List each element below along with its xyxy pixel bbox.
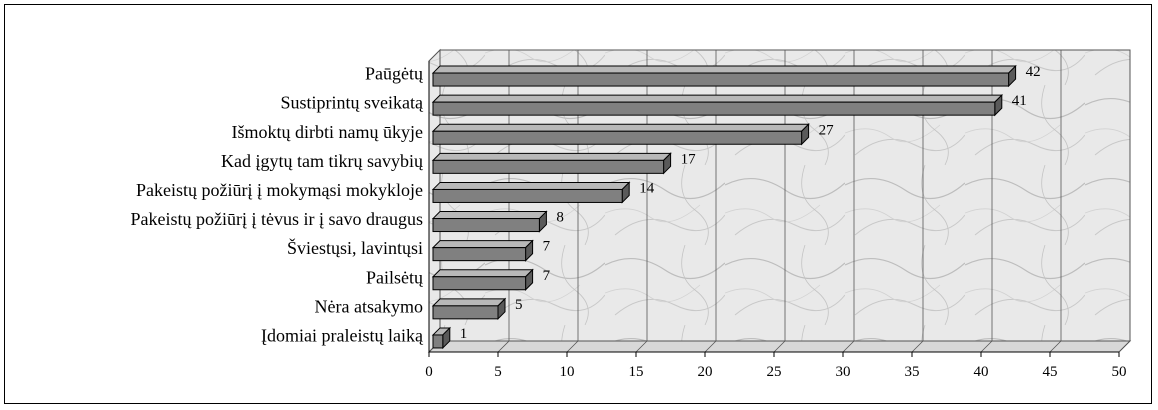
data-label: 41 xyxy=(1012,93,1027,109)
bar-top-face xyxy=(431,65,1017,74)
category-label: Šviestųsi, lavintųsi xyxy=(287,237,423,258)
bar-front-face xyxy=(432,72,1010,87)
bar-front-face xyxy=(432,334,444,349)
x-tick-label: 30 xyxy=(836,364,851,380)
category-label: Išmoktų dirbti namų ūkyje xyxy=(232,122,423,142)
category-label: Įdomiai praleistų laiką xyxy=(261,325,424,345)
bar-front-face xyxy=(432,130,803,145)
bar-top-face xyxy=(431,152,672,161)
floor-gridline xyxy=(704,340,717,353)
bar xyxy=(431,268,534,291)
bar xyxy=(431,64,1017,88)
bar xyxy=(431,181,631,204)
x-tick-label: 50 xyxy=(1112,364,1127,380)
x-tick-label: 35 xyxy=(905,364,920,380)
x-tick-label: 10 xyxy=(560,364,575,380)
bar-front-face xyxy=(432,218,540,233)
category-label: Pailsėtų xyxy=(366,267,424,287)
floor-gridline xyxy=(1118,340,1131,353)
bar-front-face xyxy=(432,101,996,116)
category-label: Pakeistų požiūrį į mokymąsi mokykloje xyxy=(136,180,423,200)
bar-front-face xyxy=(432,305,499,320)
bar xyxy=(431,123,810,146)
data-label: 7 xyxy=(543,268,551,284)
data-label: 8 xyxy=(556,210,564,226)
bar-top-face xyxy=(431,269,534,278)
floor-gridline xyxy=(980,340,993,353)
bar-front-face xyxy=(432,276,527,291)
x-tick-label: 20 xyxy=(698,364,713,380)
x-tick-labels: 0 5 10 15 20 25 30 35 40 45 50 xyxy=(425,364,1126,380)
data-label: 1 xyxy=(460,326,468,342)
category-labels: Paūgėtų Sustiprintų sveikatą Išmoktų dirbt… xyxy=(131,64,424,346)
bar xyxy=(431,93,1004,117)
bar-top-face xyxy=(431,123,810,132)
floor-gridline xyxy=(497,340,510,353)
category-label: Paūgėtų xyxy=(365,64,424,84)
category-label: Pakeistų požiūrį į tėvus ir į savo draug… xyxy=(131,209,423,229)
category-label: Kad įgytų tam tikrų savybių xyxy=(221,151,424,171)
bar xyxy=(431,297,507,321)
floor-gridline xyxy=(635,340,648,353)
floor-gridline xyxy=(566,340,579,353)
bar-front-face xyxy=(432,247,527,262)
data-label: 7 xyxy=(543,239,551,255)
x-tick-label: 45 xyxy=(1043,364,1058,380)
bar xyxy=(431,210,548,233)
bar-top-face xyxy=(431,181,631,190)
chart-frame: 42 41 27 17 14 8 7 7 5 1 Paūgėtų Sustiprintų sveik… xyxy=(4,4,1152,404)
bar-top-face xyxy=(431,240,534,249)
x-tick-label: 15 xyxy=(629,364,644,380)
bar-top-face xyxy=(431,94,1004,103)
bar xyxy=(431,152,672,175)
data-label: 14 xyxy=(639,180,655,196)
x-tick-label: 5 xyxy=(494,364,502,380)
bar-top-face xyxy=(431,211,548,220)
floor-gridline xyxy=(1049,340,1062,353)
bar-front-face xyxy=(432,159,665,174)
category-label: Sustiprintų sveikatą xyxy=(281,93,424,113)
data-label: 42 xyxy=(1026,64,1041,80)
x-tick-label: 0 xyxy=(425,364,433,380)
data-label: 5 xyxy=(515,297,523,313)
x-tick-label: 40 xyxy=(974,364,989,380)
floor-gridline xyxy=(773,340,786,353)
data-label: 27 xyxy=(819,122,835,138)
x-tick-label: 25 xyxy=(767,364,782,380)
bar xyxy=(431,326,452,350)
data-label: 17 xyxy=(681,151,697,167)
bar xyxy=(431,239,534,262)
floor-gridline xyxy=(842,340,855,353)
category-label: Nėra atsakymo xyxy=(315,296,423,316)
bar-top-face xyxy=(431,298,507,307)
floor-gridline xyxy=(911,340,924,353)
bar-front-face xyxy=(432,188,623,203)
